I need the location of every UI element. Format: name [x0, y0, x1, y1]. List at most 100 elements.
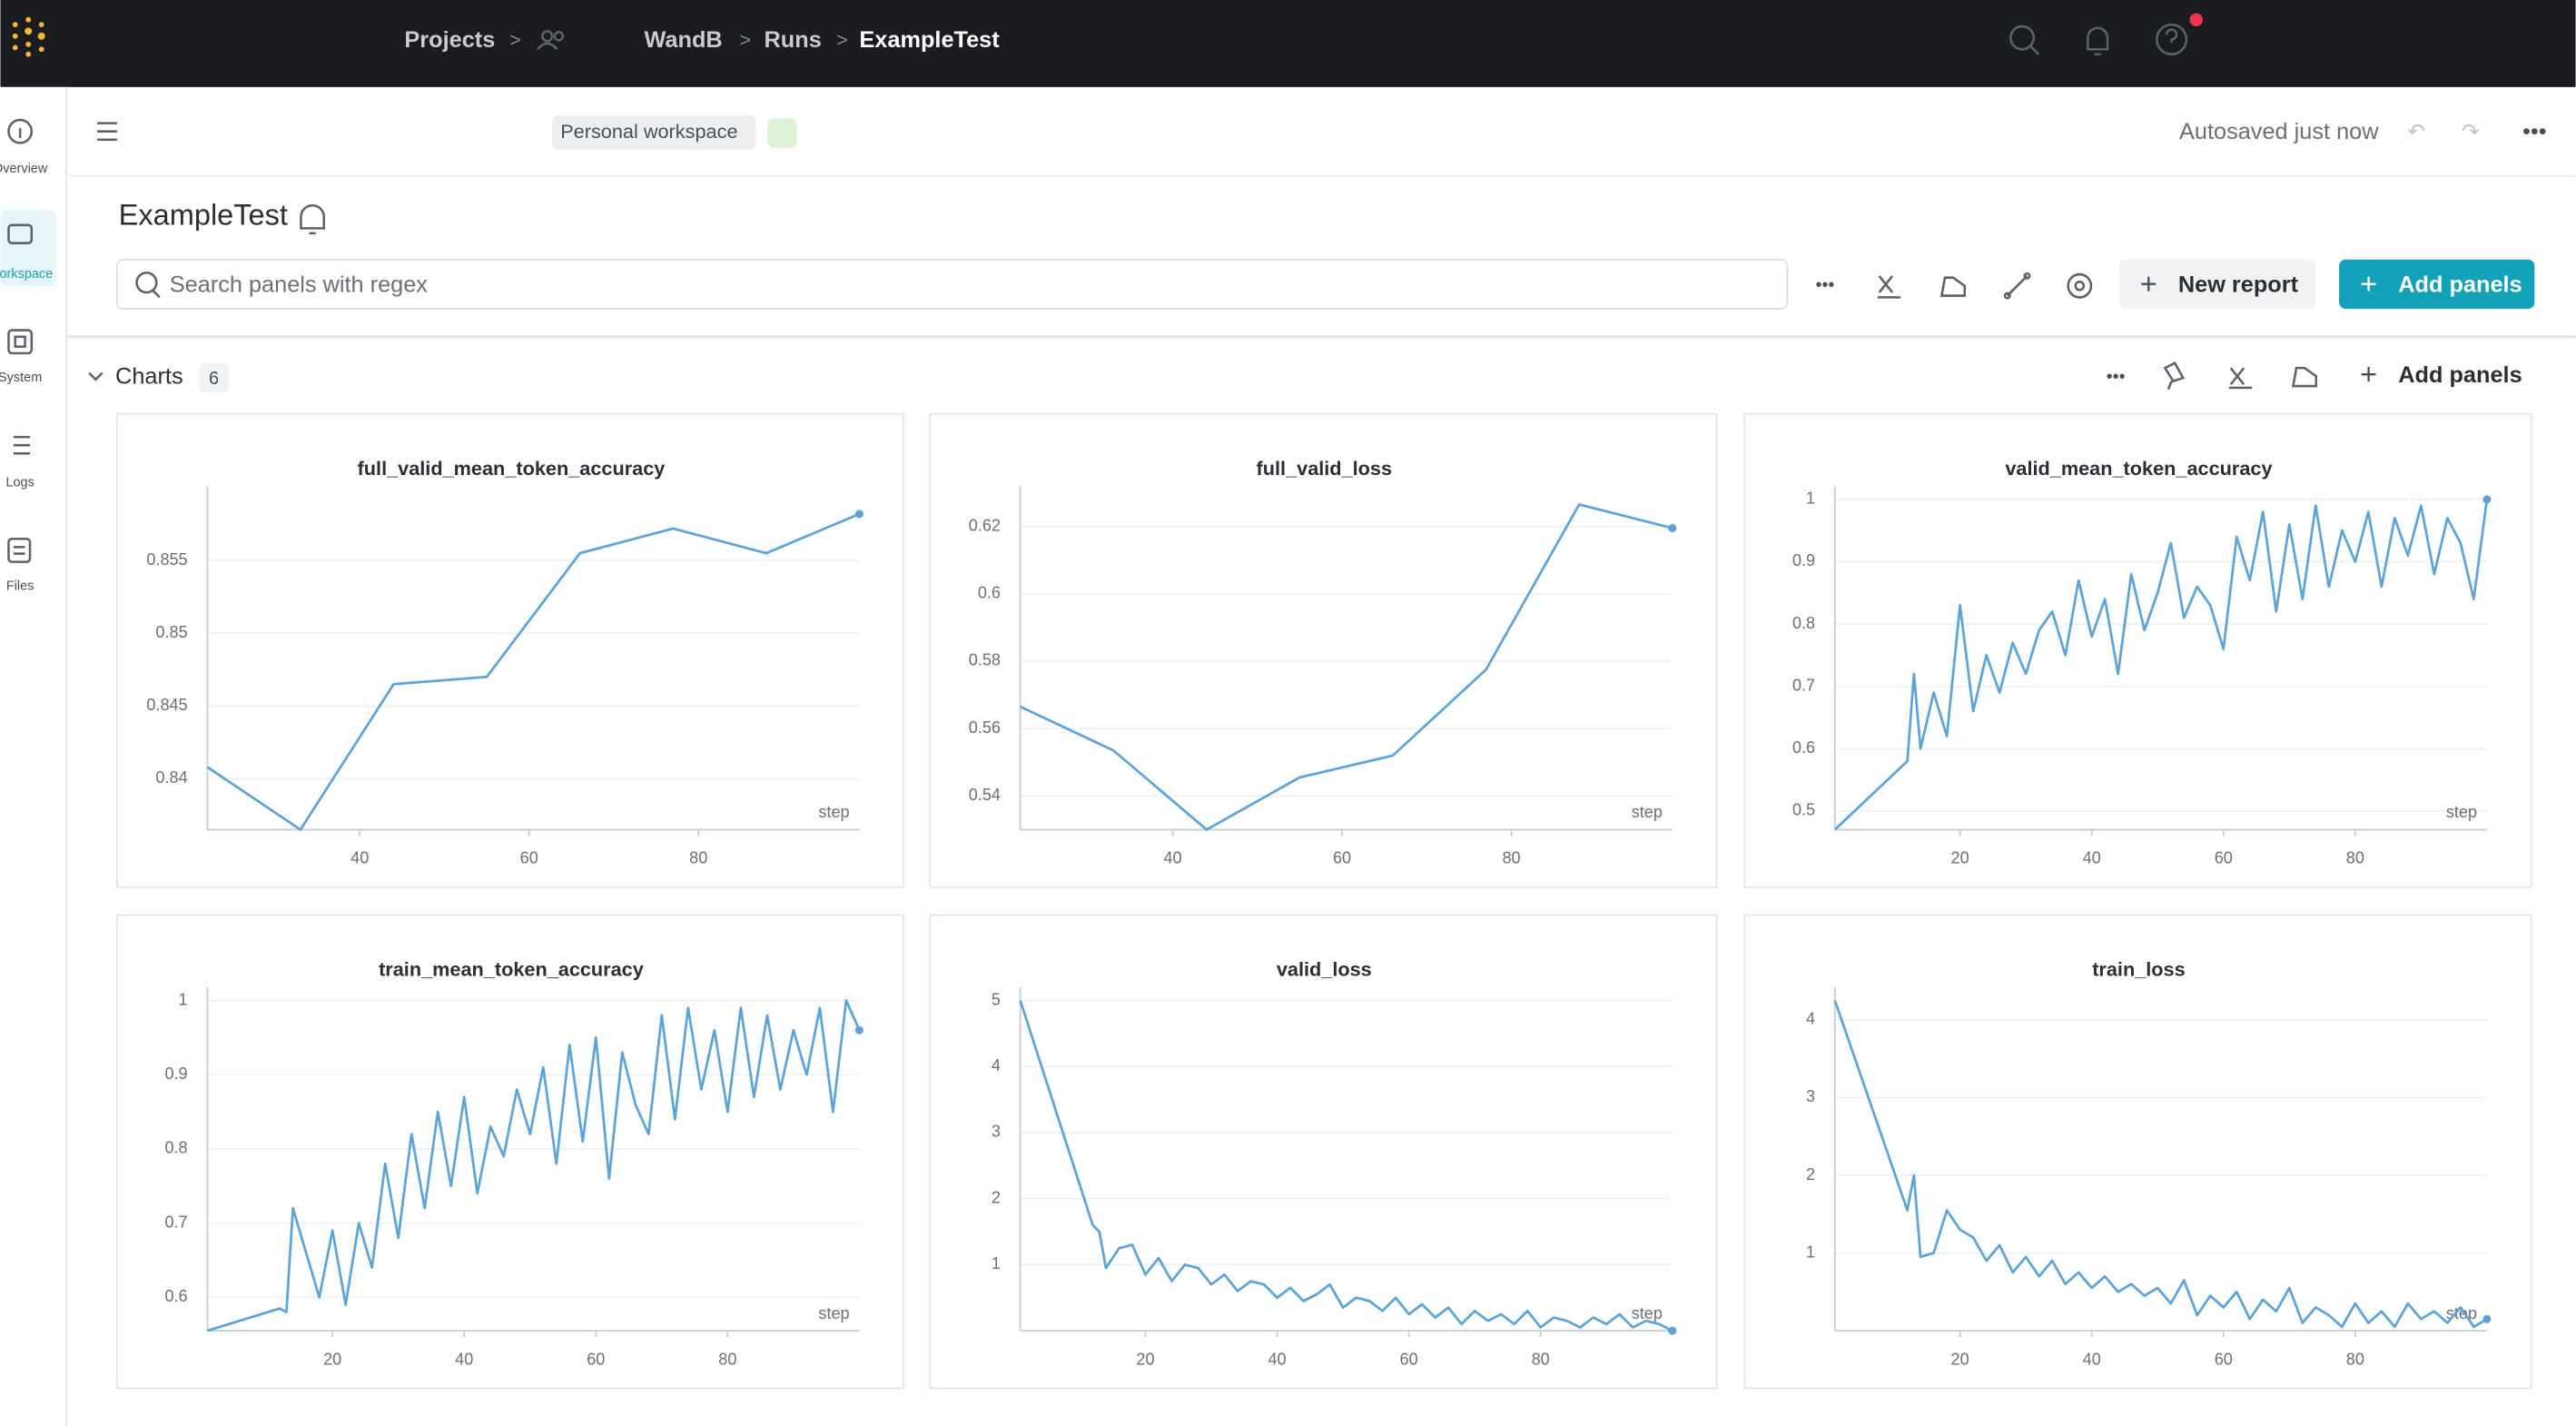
panel-title: full_valid_loss	[1257, 457, 1392, 480]
separator: >	[509, 28, 521, 51]
end-point	[2482, 1314, 2492, 1323]
logs-icon	[13, 435, 30, 455]
y-tick-label: 0.855	[146, 550, 187, 569]
line-series	[1020, 503, 1673, 831]
settings-icon[interactable]	[2067, 272, 2093, 299]
breadcrumb[interactable]: Runs	[765, 27, 822, 53]
files-icon	[7, 538, 32, 563]
x-tick-label: 60	[1333, 849, 1351, 867]
y-tick-label: 3	[992, 1123, 1001, 1141]
panel-title: full_valid_mean_token_accuracy	[358, 457, 666, 480]
autosave-status: Autosaved just now	[2179, 119, 2379, 144]
x-tick-label: 40	[350, 849, 369, 867]
x-tick-label: 80	[689, 849, 707, 867]
count-badge	[199, 362, 229, 393]
panel	[115, 914, 905, 1390]
toolbar-icon[interactable]	[1939, 276, 1966, 297]
bell-icon[interactable]	[2087, 26, 2109, 55]
new-report-button[interactable]	[2118, 259, 2316, 310]
redo-button[interactable]: ↷	[2462, 120, 2480, 144]
end-point	[1668, 523, 1677, 532]
workspace-chip[interactable]	[552, 114, 756, 150]
x-axis-label: step	[1632, 803, 1663, 821]
save-badge	[767, 118, 797, 148]
collapse-icon[interactable]	[88, 371, 104, 381]
system-icon	[7, 329, 34, 355]
line-series	[1833, 1000, 2488, 1329]
search-input[interactable]	[115, 258, 1789, 310]
breadcrumb[interactable]: WandB	[644, 27, 722, 53]
sidebar-label[interactable]: Logs	[5, 476, 34, 490]
sidebar-label[interactable]: Overview	[0, 162, 48, 176]
y-tick-label: 0.9	[164, 1065, 187, 1083]
breadcrumb[interactable]: Projects	[404, 27, 495, 53]
x-tick-label: 40	[1163, 849, 1181, 867]
search-placeholder: Search panels with regex	[170, 272, 429, 297]
y-tick-label: 0.62	[969, 516, 1001, 534]
x-axis-label: step	[818, 1304, 849, 1322]
sidebar-label[interactable]: Workspace	[0, 267, 53, 282]
workspace-icon	[7, 223, 34, 244]
x-tick-label: 40	[455, 1350, 473, 1368]
toolbar-icon[interactable]	[2003, 272, 2031, 300]
x-axis-label: step	[818, 803, 849, 821]
more-button[interactable]: •••	[2522, 119, 2547, 144]
y-tick-label: 0.84	[155, 768, 187, 787]
y-tick-label: 0.8	[164, 1139, 187, 1157]
more-button[interactable]: •••	[1816, 275, 1835, 295]
y-tick-label: 1	[992, 1254, 1001, 1273]
menu-icon[interactable]	[97, 122, 117, 142]
y-tick-label: 1	[1806, 1243, 1815, 1261]
sidebar-label[interactable]: System	[0, 371, 42, 385]
end-point	[1668, 1326, 1677, 1335]
section-icon[interactable]	[2163, 361, 2186, 391]
y-tick-label: 1	[1806, 490, 1815, 508]
y-tick-label: 0.58	[969, 651, 1001, 669]
button-label: Add panels	[2398, 272, 2522, 297]
search-icon[interactable]	[2009, 25, 2039, 55]
y-tick-label: 0.7	[1792, 676, 1815, 694]
y-tick-label: 1	[179, 990, 188, 1008]
notification-dot	[2189, 13, 2203, 26]
x-tick-label: 20	[323, 1350, 341, 1368]
panel-title: train_mean_token_accuracy	[379, 958, 644, 981]
end-point	[2482, 495, 2492, 504]
panel	[1743, 914, 2532, 1390]
x-tick-label: 40	[2083, 1350, 2101, 1368]
x-tick-label: 60	[520, 849, 538, 867]
line-series	[206, 512, 860, 831]
section-icon[interactable]	[2291, 366, 2318, 388]
page-title: ExampleTest	[119, 198, 288, 231]
help-icon[interactable]	[2156, 23, 2188, 55]
sidebar-label[interactable]: Files	[6, 579, 35, 594]
workspace-label: Personal workspace	[560, 120, 737, 143]
y-tick-label: 0.7	[164, 1213, 187, 1231]
undo-button[interactable]: ↶	[2407, 120, 2425, 144]
charts-grid: full_valid_mean_token_accuracy0.840.8450…	[115, 412, 2532, 1390]
y-tick-label: 0.6	[978, 584, 1001, 602]
x-tick-label: 80	[718, 1350, 736, 1368]
y-tick-label: 0.845	[146, 696, 187, 714]
x-tick-label: 60	[1400, 1350, 1418, 1368]
y-tick-label: 4	[1806, 1010, 1815, 1028]
panel-title: valid_loss	[1277, 958, 1372, 981]
toolbar-icon[interactable]	[1877, 275, 1901, 299]
x-tick-label: 40	[1268, 1350, 1286, 1368]
add-panels-button[interactable]	[2339, 259, 2535, 310]
plus-icon: +	[2360, 358, 2377, 391]
section-name: Charts	[115, 364, 183, 390]
panel	[929, 412, 1718, 888]
x-tick-label: 80	[2346, 1350, 2364, 1368]
section-add-panels[interactable]: Add panels	[2398, 362, 2522, 388]
x-axis-label: step	[2446, 1304, 2477, 1322]
y-tick-label: 0.85	[155, 623, 187, 641]
title-bell[interactable]	[300, 203, 326, 235]
panel	[929, 914, 1718, 1390]
y-tick-label: 3	[1806, 1087, 1815, 1105]
y-tick-label: 0.54	[969, 786, 1001, 804]
end-point	[854, 1025, 864, 1035]
section-icon[interactable]	[2228, 367, 2253, 390]
more-button[interactable]: •••	[2107, 367, 2126, 387]
panel	[1743, 412, 2532, 888]
